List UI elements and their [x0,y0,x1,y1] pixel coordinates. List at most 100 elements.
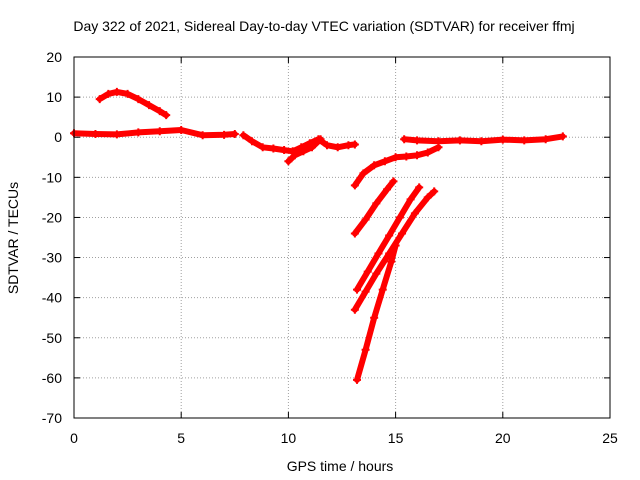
data-point [350,140,359,149]
data-point [372,269,381,278]
y-tick-label: -10 [42,169,62,185]
x-tick-label: 20 [495,430,511,446]
y-tick-label: 20 [46,49,62,65]
data-point [413,136,422,145]
data-point [353,285,362,294]
data-point [322,141,331,150]
chart-title: Day 322 of 2021, Sidereal Day-to-day VTE… [73,18,574,34]
data-point [430,187,439,196]
data-point [134,95,143,104]
data-point [123,89,132,98]
data-point [374,249,383,258]
data-point [385,231,394,240]
data-point [104,89,113,98]
data-point [402,152,411,161]
data-point [299,147,308,156]
x-tick-label: 10 [281,430,297,446]
data-point [145,101,154,110]
data-point [155,107,164,116]
data-point [378,285,387,294]
data-point [434,137,443,146]
data-point [361,345,370,354]
y-tick-label: -50 [42,330,62,346]
data-point [423,148,432,157]
y-tick-label: 10 [46,89,62,105]
data-point [95,95,104,104]
data-point [220,130,229,139]
data-point [91,130,100,139]
data-point [423,193,432,202]
data-point [389,177,398,186]
series-track-2 [95,87,171,120]
grid-lines [74,57,610,418]
data-point [395,213,404,222]
data-point [363,267,372,276]
data-point [391,153,400,162]
series-line [354,242,399,383]
x-tick-label: 0 [70,430,78,446]
data-point [498,135,507,144]
data-point [350,229,359,238]
data-point [112,130,121,139]
data-point [410,209,419,218]
data-point [112,87,121,96]
y-tick-label: -30 [42,250,62,266]
y-tick-label: -60 [42,370,62,386]
y-tick-label: -20 [42,209,62,225]
data-point [520,136,529,145]
data-point [380,157,389,166]
data-point [400,135,409,144]
data-point [269,144,278,153]
data-point [134,128,143,137]
data-point [383,185,392,194]
data-point [155,127,164,136]
data-point [350,181,359,190]
data-point [387,257,396,266]
x-tick-label: 5 [177,430,185,446]
data-point [541,135,550,144]
series-track-7 [350,177,398,238]
data-point [558,132,567,141]
data-point [316,135,325,144]
data-point [391,241,400,250]
data-point [258,143,267,152]
data-point [406,195,415,204]
series-track-10 [353,241,400,384]
series-track-1 [70,126,239,140]
data-point [162,111,171,120]
data-point [284,157,293,166]
x-tick-label: 15 [388,430,404,446]
plot-frame [73,56,611,419]
data-point [247,137,256,146]
y-tick-label: -40 [42,290,62,306]
y-tick-label: -70 [42,410,62,426]
series-track-6 [400,132,567,146]
data-point [477,137,486,146]
series-track-4 [284,135,325,166]
data-point [370,161,379,170]
data-point [372,199,381,208]
y-tick-label: 0 [54,129,62,145]
data-point [230,130,239,139]
data-point [353,375,362,384]
data-point [198,131,207,140]
data-point [413,151,422,160]
data-point [307,143,316,152]
y-axis-label: SDTVAR / TECUs [5,182,21,294]
data-point [359,169,368,178]
data-series [70,87,567,384]
data-point [290,151,299,160]
data-point [333,143,342,152]
data-point [415,183,424,192]
x-axis-label: GPS time / hours [287,458,394,474]
data-point [361,287,370,296]
series-track-5 [350,143,443,190]
data-point [361,215,370,224]
data-point [350,305,359,314]
data-point [280,146,289,155]
axis-ticks: 0 5 10 15 20 25 -70 -60 -50 -40 -30 -20 -10 0 10 20 [42,49,618,446]
x-tick-label: 25 [602,430,618,446]
data-point [455,136,464,145]
data-point [177,126,186,135]
